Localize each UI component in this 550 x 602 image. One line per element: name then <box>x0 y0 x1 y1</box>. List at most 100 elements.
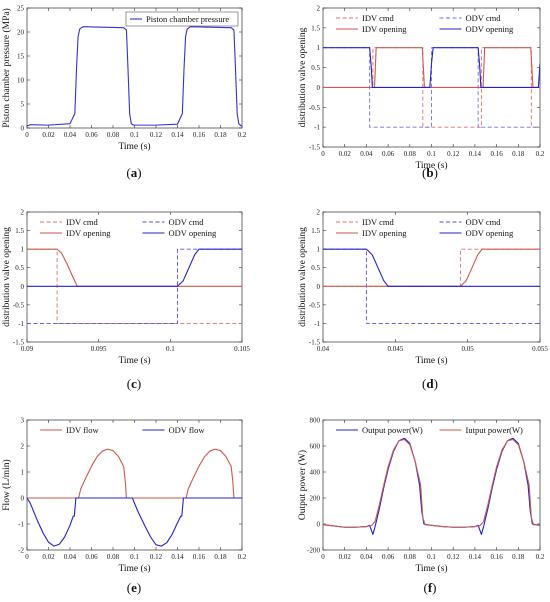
series-line-idv-flow <box>27 448 242 499</box>
y-tick-label: -1 <box>18 320 24 328</box>
y-tick-label: 1.5 <box>311 227 320 235</box>
panel-caption: (b) <box>422 165 438 180</box>
x-tick-label: 0.04 <box>64 131 77 139</box>
chart-panel-4: 0.04 0.045 0.05 0.055 -1.5 -1 -0.5 0 0.5 1 1.5 2 Tim… <box>298 209 548 392</box>
y-tick-label: 2 <box>21 209 25 217</box>
legend-label: Iutput power(W) <box>466 425 524 435</box>
x-tick-label: 0.04 <box>317 345 330 353</box>
x-tick-label: 0.1 <box>130 553 139 561</box>
x-tick-label: 0.05 <box>462 345 475 353</box>
x-axis-label: Time (s) <box>118 563 150 574</box>
x-tick-label: 0.14 <box>171 553 184 561</box>
x-tick-label: 0.16 <box>490 553 503 561</box>
x-tick-label: 0.04 <box>64 553 77 561</box>
x-tick-label: 0 <box>25 131 29 139</box>
y-axis-label: Flow (L/min) <box>1 459 12 510</box>
x-tick-label: 0.12 <box>150 131 163 139</box>
x-tick-label: 0.18 <box>214 131 227 139</box>
y-tick-label: 0 <box>317 283 321 291</box>
y-tick-label: 800 <box>310 417 321 425</box>
y-tick-label: 200 <box>310 495 321 503</box>
y-tick-label: 0 <box>21 125 25 133</box>
y-axis-label: distribution valve opening <box>2 227 12 327</box>
y-tick-label: -2 <box>18 547 24 555</box>
x-tick-label: 0.18 <box>512 150 525 158</box>
y-axis-label: Piston chamber pressure (MPa) <box>1 8 12 128</box>
chart-panel-5: 0 0.02 0.04 0.06 0.08 0.1 0.12 0.14 0.16 0.18 0.2 -… <box>1 417 247 596</box>
x-tick-label: 0.06 <box>85 131 98 139</box>
x-tick-label: 0.08 <box>404 150 417 158</box>
series-line-idv-opening <box>323 47 540 88</box>
x-tick-label: 0.02 <box>42 131 55 139</box>
y-tick-label: 0.5 <box>15 264 24 272</box>
legend-label: Piston chamber pressure <box>146 14 229 24</box>
chart-panel-1: 0 0.02 0.04 0.06 0.08 0.1 0.12 0.14 0.16 0.18 0.2 0… <box>1 5 247 181</box>
x-tick-label: 0.09 <box>21 345 34 353</box>
y-axis-label: distribution valve opening <box>298 227 308 327</box>
y-tick-label: 5 <box>21 101 25 109</box>
series-line-odv-flow <box>27 497 242 547</box>
y-tick-label: -0.5 <box>309 104 321 112</box>
y-tick-label: 2 <box>317 209 321 217</box>
series-line-odv-opening <box>323 248 540 287</box>
legend-box <box>328 216 535 242</box>
panel-caption: (e) <box>127 580 141 595</box>
y-tick-label: 10 <box>17 77 25 85</box>
y-tick-label: 2 <box>21 443 25 451</box>
x-tick-label: 0.1 <box>427 150 436 158</box>
y-tick-label: 1.5 <box>15 227 24 235</box>
y-tick-label: 15 <box>17 53 25 61</box>
y-tick-label: -200 <box>307 547 320 555</box>
series-line-idv-cmd <box>323 47 540 128</box>
series-line-piston-chamber-pressure <box>27 26 242 127</box>
y-tick-label: 20 <box>17 29 25 37</box>
x-tick-label: 0.04 <box>360 150 373 158</box>
x-tick-label: 0.16 <box>193 553 206 561</box>
x-tick-label: 0.1 <box>427 553 436 561</box>
y-tick-label: -1 <box>314 124 320 132</box>
x-tick-label: 0.1 <box>166 345 175 353</box>
y-tick-label: 600 <box>310 443 321 451</box>
legend-label: ODV cmd <box>466 217 502 227</box>
panel-caption: (d) <box>422 376 438 391</box>
x-tick-label: 0.14 <box>469 150 482 158</box>
x-tick-label: 0.2 <box>238 553 247 561</box>
y-tick-label: -0.5 <box>13 301 25 309</box>
x-tick-label: 0.1 <box>130 131 139 139</box>
series-line-iutput-power-w- <box>323 438 540 528</box>
legend-label: IDV flow <box>66 425 100 435</box>
x-tick-label: 0.02 <box>339 553 352 561</box>
y-tick-label: 1 <box>21 246 25 254</box>
x-tick-label: 0.2 <box>536 150 545 158</box>
x-tick-label: 0.02 <box>339 150 352 158</box>
x-tick-label: 0.08 <box>107 131 120 139</box>
y-tick-label: 1 <box>21 469 25 477</box>
legend-label: Output power(W) <box>362 425 423 435</box>
y-tick-label: -1.5 <box>309 339 321 347</box>
x-tick-label: 0.06 <box>85 553 98 561</box>
x-tick-label: 0.08 <box>107 553 120 561</box>
chart-panel-3: 0.09 0.095 0.1 0.105 -1.5 -1 -0.5 0 0.5 1 1.5 2 Time… <box>2 209 250 392</box>
chart-panel-2: 0 0.02 0.04 0.06 0.08 0.1 0.12 0.14 0.16 0.18 0.2 -… <box>298 5 545 181</box>
legend-label: ODV opening <box>169 228 218 238</box>
plot-frame <box>26 7 243 129</box>
series-line-odv-opening <box>323 47 540 88</box>
x-axis-label: Time (s) <box>415 355 447 366</box>
x-axis-label: Time (s) <box>415 160 447 171</box>
x-tick-label: 0.095 <box>91 345 107 353</box>
legend-label: ODV cmd <box>169 217 205 227</box>
y-tick-label: 1.5 <box>311 24 320 32</box>
y-axis-label: distribution valve opening <box>298 27 308 127</box>
x-axis-label: Time (s) <box>118 141 150 152</box>
legend-box <box>125 11 239 27</box>
x-tick-label: 0.16 <box>490 150 503 158</box>
x-tick-label: 0 <box>321 150 325 158</box>
legend-label: ODV flow <box>169 425 206 435</box>
x-tick-label: 0.14 <box>469 553 482 561</box>
x-tick-label: 0.12 <box>447 150 460 158</box>
y-tick-label: 1 <box>317 246 321 254</box>
series-line-odv-opening <box>27 248 242 287</box>
x-tick-label: 0.04 <box>360 553 373 561</box>
plot-frame <box>26 419 243 551</box>
